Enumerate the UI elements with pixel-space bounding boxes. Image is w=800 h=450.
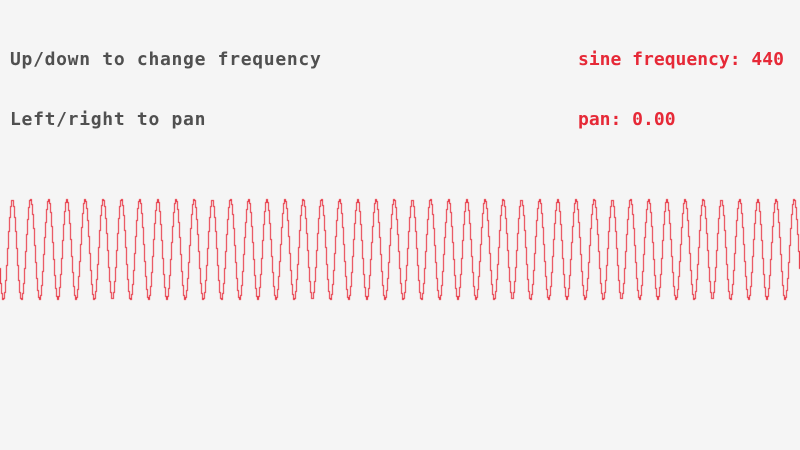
frequency-readout: sine frequency: 440 [578, 49, 784, 70]
instruction-frequency: Up/down to change frequency [10, 49, 322, 70]
pan-readout: pan: 0.00 [578, 109, 676, 130]
instructions: Up/down to change frequency Left/right t… [10, 10, 322, 170]
instruction-pan: Left/right to pan [10, 109, 207, 130]
status-readout: sine frequency: 440 pan: 0.00 [578, 10, 784, 170]
